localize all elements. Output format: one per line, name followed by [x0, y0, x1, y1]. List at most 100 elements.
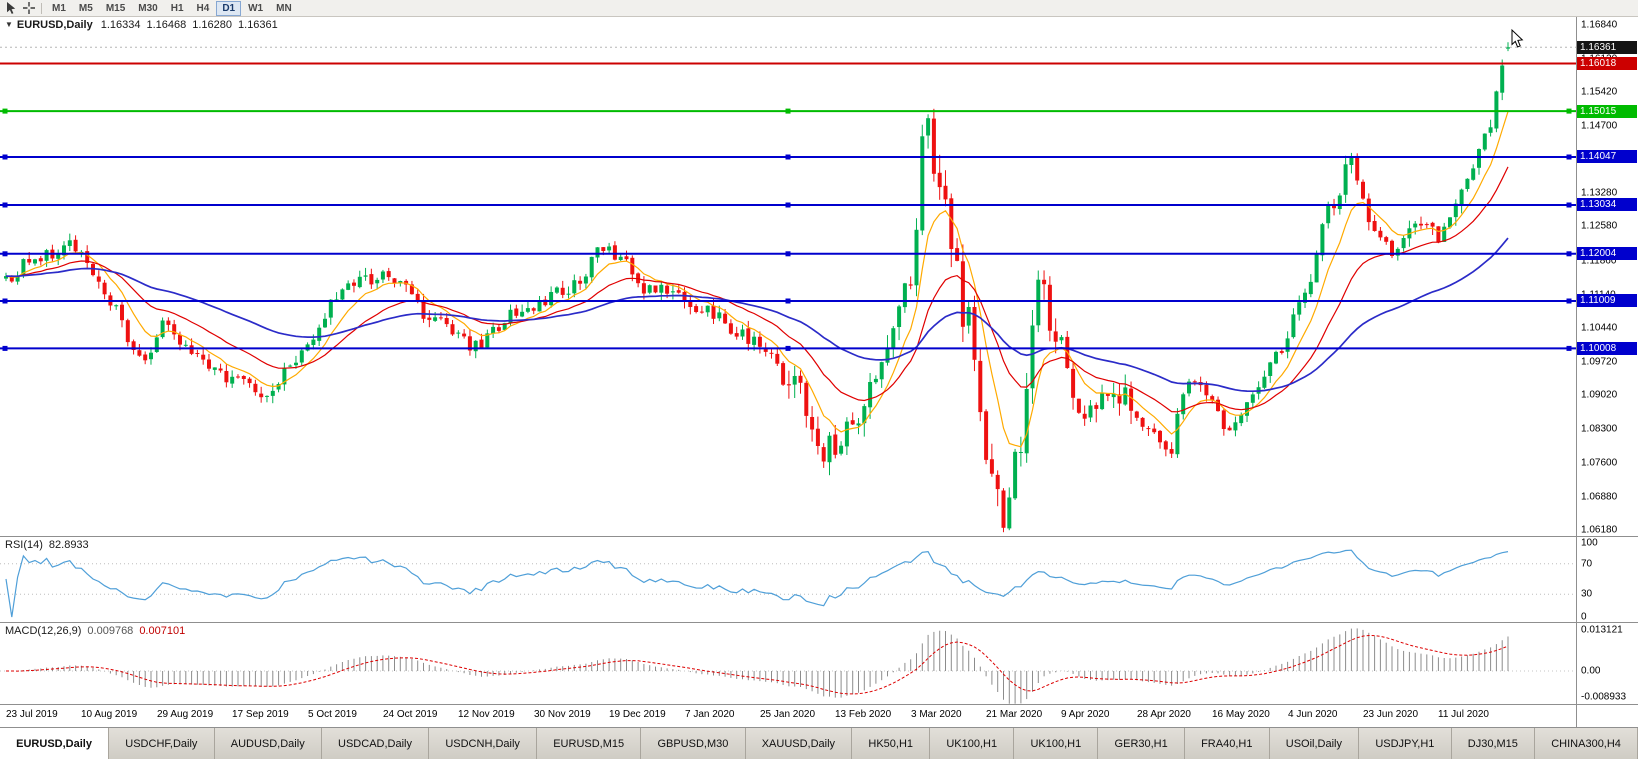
rsi-indicator-name: RSI(14) [5, 539, 43, 551]
hline-price-badge: 1.15015 [1577, 104, 1637, 118]
price-tick: 1.06880 [1581, 491, 1618, 503]
date-label: 28 Apr 2020 [1137, 709, 1191, 720]
price-chart[interactable] [0, 17, 1576, 536]
current-price-badge: 1.16361 [1577, 40, 1637, 54]
macd-tick: 0.013121 [1581, 624, 1623, 636]
macd-scale[interactable]: 0.013121 0.00 -0.008933 [1576, 623, 1638, 704]
macd-panel: 0.013121 0.00 -0.008933 MACD(12,26,9) 0.009… [0, 623, 1638, 705]
date-label: 11 Jul 2020 [1438, 709, 1489, 720]
date-labels: 23 Jul 2019 10 Aug 2019 29 Aug 2019 17 Sep … [0, 705, 1576, 727]
date-label: 21 Mar 2020 [986, 709, 1043, 720]
tab-hk50-h1[interactable]: HK50,H1 [852, 728, 931, 759]
tab-dj30-m15[interactable]: DJ30,M15 [1451, 728, 1536, 759]
chart-title: ▼ EURUSD,Daily 1.16334 1.16468 1.16280 1.1636… [5, 19, 284, 31]
ohlc-high: 1.16468 [146, 19, 187, 31]
date-label: 25 Jan 2020 [760, 709, 816, 720]
cursor-icon[interactable] [3, 1, 20, 16]
price-tick: 1.16840 [1581, 19, 1618, 31]
price-tick: 1.06180 [1581, 524, 1618, 536]
date-label: 23 Jul 2019 [6, 709, 58, 720]
hline-price-badge: 1.13034 [1577, 198, 1637, 212]
date-label: 5 Oct 2019 [308, 709, 357, 720]
tab-eurusd-daily[interactable]: EURUSD,Daily [0, 728, 110, 759]
tab-usdchf-daily[interactable]: USDCHF,Daily [109, 728, 215, 759]
price-tick: 1.13280 [1581, 187, 1618, 199]
toolbar-separator [41, 2, 42, 14]
price-tick: 1.08300 [1581, 423, 1618, 435]
tab-audusd-daily[interactable]: AUDUSD,Daily [214, 728, 322, 759]
date-label: 17 Sep 2019 [232, 709, 289, 720]
hline-price-badge: 1.10008 [1577, 341, 1637, 355]
price-scale[interactable]: 1.168401.161201.154201.147001.139801.132… [1576, 17, 1638, 536]
tab-xauusd-daily[interactable]: XAUUSD,Daily [745, 728, 853, 759]
macd-label: MACD(12,26,9) 0.009768 0.007101 [5, 625, 191, 637]
ohlc-low: 1.16280 [192, 19, 233, 31]
tab-usdcnh-daily[interactable]: USDCNH,Daily [429, 728, 538, 759]
rsi-panel: 100 70 30 0 RSI(14) 82.8933 [0, 537, 1638, 623]
hline-price-badge: 1.11009 [1577, 294, 1637, 308]
macd-chart[interactable] [0, 623, 1576, 704]
date-label: 30 Nov 2019 [534, 709, 591, 720]
price-tick: 1.09020 [1581, 389, 1618, 401]
timeframe-h4[interactable]: H4 [196, 2, 210, 14]
tab-usdjpy-h1[interactable]: USDJPY,H1 [1359, 728, 1452, 759]
rsi-tick: 100 [1581, 537, 1598, 549]
timeframe-mn[interactable]: MN [276, 2, 292, 14]
date-label: 23 Jun 2020 [1363, 709, 1419, 720]
timeframe-m30[interactable]: M30 [138, 2, 158, 14]
price-tick: 1.14700 [1581, 120, 1618, 132]
chart-tabbar: EURUSD,Daily USDCHF,Daily AUDUSD,Daily USDC… [0, 727, 1638, 759]
hline-price-badge: 1.12004 [1577, 247, 1637, 261]
date-label: 19 Dec 2019 [609, 709, 666, 720]
date-label: 13 Feb 2020 [835, 709, 892, 720]
ohlc-open: 1.16334 [100, 19, 141, 31]
tab-usoil-daily[interactable]: USOil,Daily [1269, 728, 1360, 759]
tab-gbpusd-m30[interactable]: GBPUSD,M30 [641, 728, 746, 759]
date-label: 4 Jun 2020 [1288, 709, 1338, 720]
tab-uk100-h1[interactable]: UK100,H1 [930, 728, 1015, 759]
price-panel: 1.168401.161201.154201.147001.139801.132… [0, 17, 1638, 537]
date-axis[interactable]: 23 Jul 2019 10 Aug 2019 29 Aug 2019 17 Sep … [0, 705, 1638, 727]
macd-tick: 0.00 [1581, 665, 1601, 677]
timeframe-m5[interactable]: M5 [78, 2, 93, 14]
date-label: 24 Oct 2019 [383, 709, 438, 720]
tab-fra40-h1[interactable]: FRA40,H1 [1184, 728, 1270, 759]
timeframe-m15[interactable]: M15 [105, 2, 126, 14]
date-label: 12 Nov 2019 [458, 709, 515, 720]
hline-price-badge: 1.14047 [1577, 150, 1637, 164]
timeframe-d1[interactable]: D1 [216, 0, 242, 16]
chart-dropdown-icon[interactable]: ▼ [5, 20, 13, 29]
tab-usdcad-daily[interactable]: USDCAD,Daily [321, 728, 430, 759]
price-tick: 1.15420 [1581, 86, 1618, 98]
mouse-cursor-icon [1511, 28, 1524, 48]
toolbar: M1 M5 M15 M30 H1 H4 D1 W1 MN [0, 0, 1638, 17]
rsi-chart[interactable] [0, 537, 1576, 622]
rsi-scale[interactable]: 100 70 30 0 [1576, 537, 1638, 623]
price-tick: 1.07600 [1581, 457, 1618, 469]
price-tick: 1.12580 [1581, 220, 1618, 232]
rsi-label: RSI(14) 82.8933 [5, 539, 95, 551]
date-label: 9 Apr 2020 [1061, 709, 1110, 720]
rsi-indicator-value: 82.8933 [48, 539, 89, 551]
tab-uk100-h1[interactable]: UK100,H1 [1014, 728, 1099, 759]
tab-china300-h4[interactable]: CHINA300,H4 [1535, 728, 1638, 759]
timeframe-h1[interactable]: H1 [170, 2, 184, 14]
date-label: 16 May 2020 [1212, 709, 1270, 720]
timeframe-w1[interactable]: W1 [248, 2, 264, 14]
date-label: 10 Aug 2019 [81, 709, 138, 720]
macd-tick: -0.008933 [1581, 691, 1627, 703]
price-tick: 1.11860 [1581, 255, 1617, 267]
date-label: 3 Mar 2020 [911, 709, 962, 720]
tab-ger30-h1[interactable]: GER30,H1 [1098, 728, 1185, 759]
crosshair-icon[interactable] [20, 1, 37, 16]
timeframe-m1[interactable]: M1 [52, 2, 66, 14]
macd-main-value: 0.009768 [87, 625, 134, 637]
timeframe-buttons: M1 M5 M15 M30 H1 H4 D1 W1 MN [46, 0, 298, 16]
date-label: 29 Aug 2019 [157, 709, 214, 720]
tab-eurusd-m15[interactable]: EURUSD,M15 [537, 728, 642, 759]
rsi-tick: 30 [1581, 588, 1593, 600]
chart-symbol-period: EURUSD,Daily [16, 19, 93, 31]
rsi-tick: 70 [1581, 558, 1593, 570]
date-scale-corner [1576, 705, 1638, 727]
